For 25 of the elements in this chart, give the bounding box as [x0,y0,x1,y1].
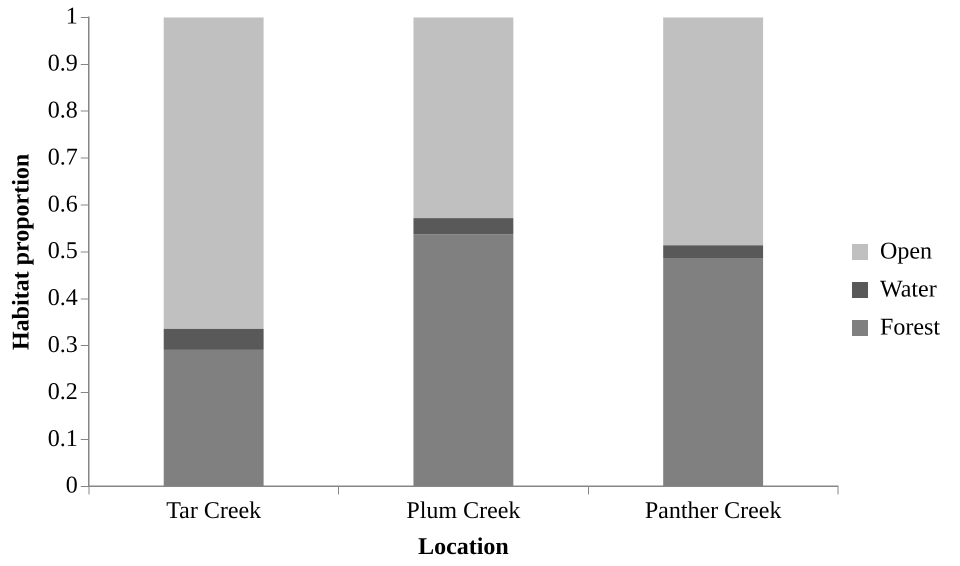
x-axis-title: Location [418,534,509,560]
y-tick-label: 0.2 [48,378,78,405]
legend-label: Forest [880,314,940,340]
y-tick-label: 0.8 [48,97,78,124]
bar [663,17,764,246]
bar [164,17,264,329]
y-tick-label: 0.1 [48,426,78,452]
y-tick-label: 1 [66,4,78,30]
y-tick-label: 0.9 [48,50,78,77]
bar [413,218,514,234]
y-axis-title: Habitat proportion [8,154,35,350]
y-tick-label: 0.6 [48,191,78,218]
x-tick-label: Plum Creek [406,498,520,524]
legend-label: Water [880,276,937,302]
y-tick-label: 0.7 [48,144,78,170]
y-tick-label: 0.3 [48,332,78,358]
bar [413,17,514,218]
x-tick-label: Panther Creek [644,498,782,524]
x-tick-label: Tar Creek [166,498,262,524]
bar [164,328,264,350]
legend-label: Open [880,238,932,264]
y-tick-label: 0.5 [48,238,78,264]
bar [663,245,764,258]
y-tick-label: 0 [66,472,78,499]
y-tick-label: 0.4 [48,285,78,312]
